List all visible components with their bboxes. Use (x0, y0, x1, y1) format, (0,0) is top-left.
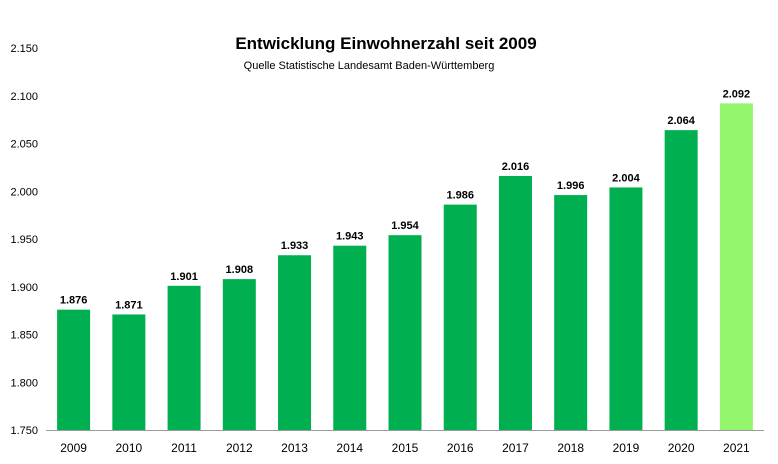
bar (167, 285, 201, 430)
x-tick-label: 2016 (447, 441, 474, 455)
bar (112, 314, 146, 430)
bar (278, 255, 312, 430)
data-label: 2.064 (667, 115, 695, 127)
bar (554, 195, 588, 430)
x-tick-label: 2009 (60, 441, 87, 455)
x-tick-label: 2019 (613, 441, 640, 455)
x-tick-label: 2018 (557, 441, 584, 455)
y-tick-label: 1.900 (10, 282, 38, 294)
y-tick-label: 2.150 (10, 43, 38, 55)
data-label: 2.016 (502, 161, 530, 173)
data-label: 1.876 (60, 295, 88, 307)
y-tick-label: 1.750 (10, 425, 38, 437)
data-label: 1.986 (446, 190, 474, 202)
bars-group: 1.876 1.871 1.901 1.908 1.933 1.943 1.954 1.986… (57, 88, 753, 430)
chart-subtitle: Quelle Statistische Landesamt Baden-Würt… (243, 60, 495, 72)
x-tick-label: 2013 (281, 441, 308, 455)
x-axis: 2009 2010 2011 2012 2013 2014 2015 2016 2017 2018… (46, 430, 764, 455)
data-label: 1.996 (557, 180, 585, 192)
bar (57, 309, 91, 430)
data-label: 1.954 (391, 220, 419, 232)
x-tick-label: 2020 (668, 441, 695, 455)
x-tick-label: 2010 (115, 441, 142, 455)
y-tick-label: 2.050 (10, 139, 38, 151)
y-tick-label: 2.100 (10, 91, 38, 103)
x-tick-label: 2021 (723, 441, 750, 455)
data-label: 2.092 (723, 88, 751, 100)
x-tick-label: 2015 (392, 441, 419, 455)
data-label: 1.933 (281, 240, 309, 252)
x-tick-label: 2011 (171, 441, 197, 455)
data-label: 2.004 (612, 172, 640, 184)
data-label: 1.901 (170, 271, 198, 283)
data-label: 1.871 (115, 299, 143, 311)
chart-title: Entwicklung Einwohnerzahl seit 2009 (235, 34, 537, 53)
y-tick-label: 2.000 (10, 186, 38, 198)
y-tick-label: 1.950 (10, 234, 38, 246)
bar (443, 204, 477, 430)
bar (719, 103, 753, 430)
x-tick-label: 2017 (502, 441, 529, 455)
bar (333, 245, 367, 430)
data-label: 1.908 (226, 264, 254, 276)
bar (222, 279, 256, 430)
bar (609, 187, 643, 430)
data-label: 1.943 (336, 231, 364, 243)
bar (664, 130, 698, 430)
x-tick-label: 2012 (226, 441, 253, 455)
y-tick-label: 1.800 (10, 377, 38, 389)
y-tick-label: 1.850 (10, 330, 38, 342)
bar (498, 175, 532, 430)
bar (388, 235, 422, 430)
y-axis: 1.750 1.800 1.850 1.900 1.950 2.000 2.050 2.100… (10, 43, 38, 437)
x-tick-label: 2014 (336, 441, 363, 455)
